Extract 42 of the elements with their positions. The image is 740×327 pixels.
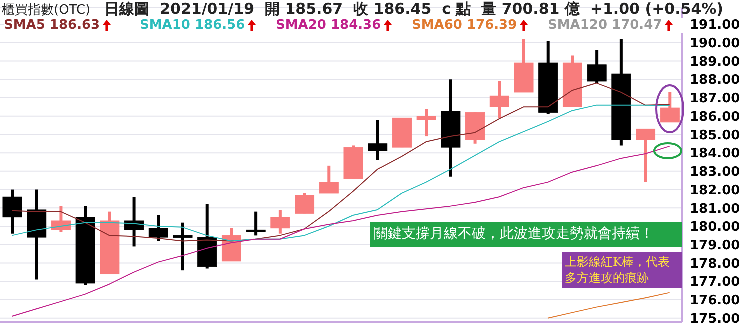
y-tick-label: 182.00 <box>690 183 740 198</box>
candlestick <box>148 215 168 242</box>
annotation: 關鍵支撐月線不破，此波進攻走勢就會持續！ <box>370 222 682 247</box>
y-tick-label: 186.00 <box>690 110 740 125</box>
candlestick <box>173 222 193 271</box>
candlestick <box>587 50 607 84</box>
y-tick-label: 183.00 <box>690 165 740 180</box>
candlestick <box>270 210 290 234</box>
annotation: SMA120 170.47 <box>548 18 664 33</box>
candlestick <box>124 197 144 247</box>
candlestick <box>51 206 71 232</box>
candlestick <box>319 166 339 194</box>
y-tick-label: 184.00 <box>690 146 740 162</box>
y-tick-label: 191.00 <box>690 18 740 34</box>
candlestick <box>295 193 315 214</box>
chart-subtitle: 日線圖 2021/01/19 開 185.67 收 186.45 c 點 量 700.81 億 +1.00 (+0.54%) <box>104 0 724 19</box>
candlestick <box>660 92 680 123</box>
y-tick-label: 177.00 <box>690 275 740 290</box>
line-series <box>548 292 670 319</box>
text: SMA20 184.36 <box>276 18 382 33</box>
candlestick <box>490 81 510 118</box>
chart-title: 櫃買指數(OTC) <box>2 2 91 19</box>
text: SMA60 176.39 <box>412 18 518 33</box>
candlestick <box>368 120 388 160</box>
text: SMA10 186.56 <box>140 18 246 33</box>
annotation: 上影線紅K棒，代表多方進攻的痕跡 <box>562 252 682 288</box>
candlestick <box>246 212 266 236</box>
y-tick-label: 181.00 <box>690 202 740 217</box>
y-tick-label: 187.00 <box>690 92 740 107</box>
candlestick <box>2 190 22 234</box>
candlestick <box>636 128 656 182</box>
y-tick-label: 190.00 <box>690 36 740 52</box>
y-tick-label: 185.00 <box>690 128 740 144</box>
y-tick-label: 176.00 <box>690 294 740 309</box>
y-tick-label: 175.00 <box>690 312 740 327</box>
y-tick-label: 179.00 <box>690 238 740 254</box>
y-tick-label: 189.00 <box>690 54 740 70</box>
candlestick <box>416 108 436 137</box>
y-tick-label: 188.00 <box>690 73 740 88</box>
y-tick-label: 180.00 <box>690 220 740 236</box>
text: SMA5 186.63 <box>4 18 102 33</box>
y-tick-label: 178.00 <box>690 256 740 272</box>
